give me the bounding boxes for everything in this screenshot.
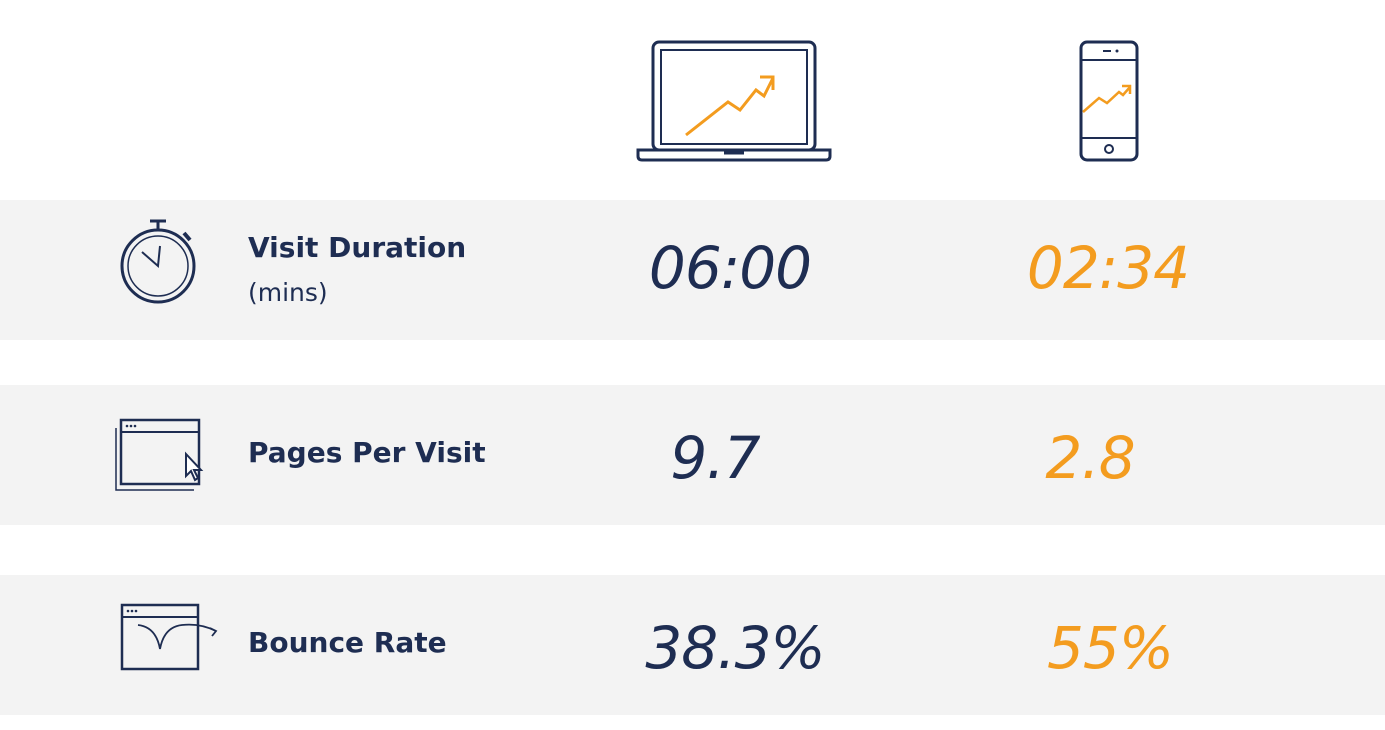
metric-label: Bounce Rate [248,626,447,659]
pages-icon [115,418,204,491]
stopwatch-icon [120,219,196,304]
mobile-value: 55% [1047,614,1174,682]
metric-sublabel: (mins) [248,278,328,307]
metric-label: Pages Per Visit [248,436,486,469]
phone-icon [1079,40,1139,162]
row-band [0,200,1385,340]
mobile-value: 2.8 [1045,424,1135,492]
laptop-icon [636,40,832,162]
desktop-value: 9.7 [670,424,760,492]
desktop-value: 38.3% [645,614,825,682]
row-band [0,385,1385,525]
bounce-icon [120,603,218,671]
metric-label: Visit Duration [248,231,467,264]
desktop-value: 06:00 [648,234,812,302]
mobile-value: 02:34 [1026,234,1190,302]
row-band [0,575,1385,715]
